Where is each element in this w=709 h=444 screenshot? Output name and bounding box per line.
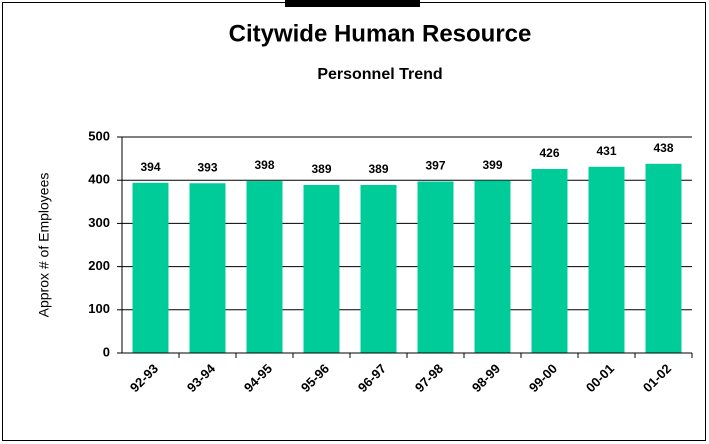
x-tick-label: 01-02 [640, 361, 674, 395]
x-tick-label: 97-98 [412, 361, 446, 395]
value-label: 393 [197, 160, 217, 174]
cropped-header [285, 0, 420, 7]
bar [645, 163, 682, 353]
x-tick-label: 00-01 [583, 361, 617, 395]
bar [588, 166, 625, 353]
chart-title: Citywide Human Resource [229, 20, 532, 47]
value-label: 426 [539, 146, 559, 160]
bar [531, 168, 568, 353]
x-tick-label: 93-94 [184, 360, 219, 395]
x-tick-label: 94-95 [241, 361, 275, 395]
bar [132, 182, 169, 353]
bar [360, 184, 397, 353]
bar [417, 181, 454, 353]
x-tick-label: 99-00 [526, 361, 560, 395]
value-label: 431 [596, 144, 616, 158]
y-tick-label: 200 [88, 258, 110, 273]
x-tick-label: 98-99 [469, 361, 503, 395]
bar [189, 183, 226, 353]
value-label: 398 [254, 158, 274, 172]
value-label: 389 [368, 162, 388, 176]
value-label: 399 [482, 158, 502, 172]
y-tick-label: 100 [88, 301, 110, 316]
y-tick-label: 500 [88, 128, 110, 143]
bar [246, 181, 283, 353]
x-tick-label: 92-93 [127, 361, 161, 395]
bar [474, 180, 511, 353]
y-axis-label: Approx # of Employees [36, 173, 52, 318]
value-label: 397 [425, 159, 445, 173]
bar [303, 184, 340, 353]
x-tick-label: 96-97 [355, 361, 389, 395]
x-tick-label: 95-96 [298, 361, 332, 395]
value-label: 394 [140, 160, 160, 174]
y-tick-label: 400 [88, 172, 110, 187]
y-tick-label: 0 [103, 344, 110, 359]
y-tick-label: 300 [88, 215, 110, 230]
chart-subtitle: Personnel Trend [317, 66, 442, 83]
value-label: 389 [311, 162, 331, 176]
value-label: 438 [653, 141, 673, 155]
